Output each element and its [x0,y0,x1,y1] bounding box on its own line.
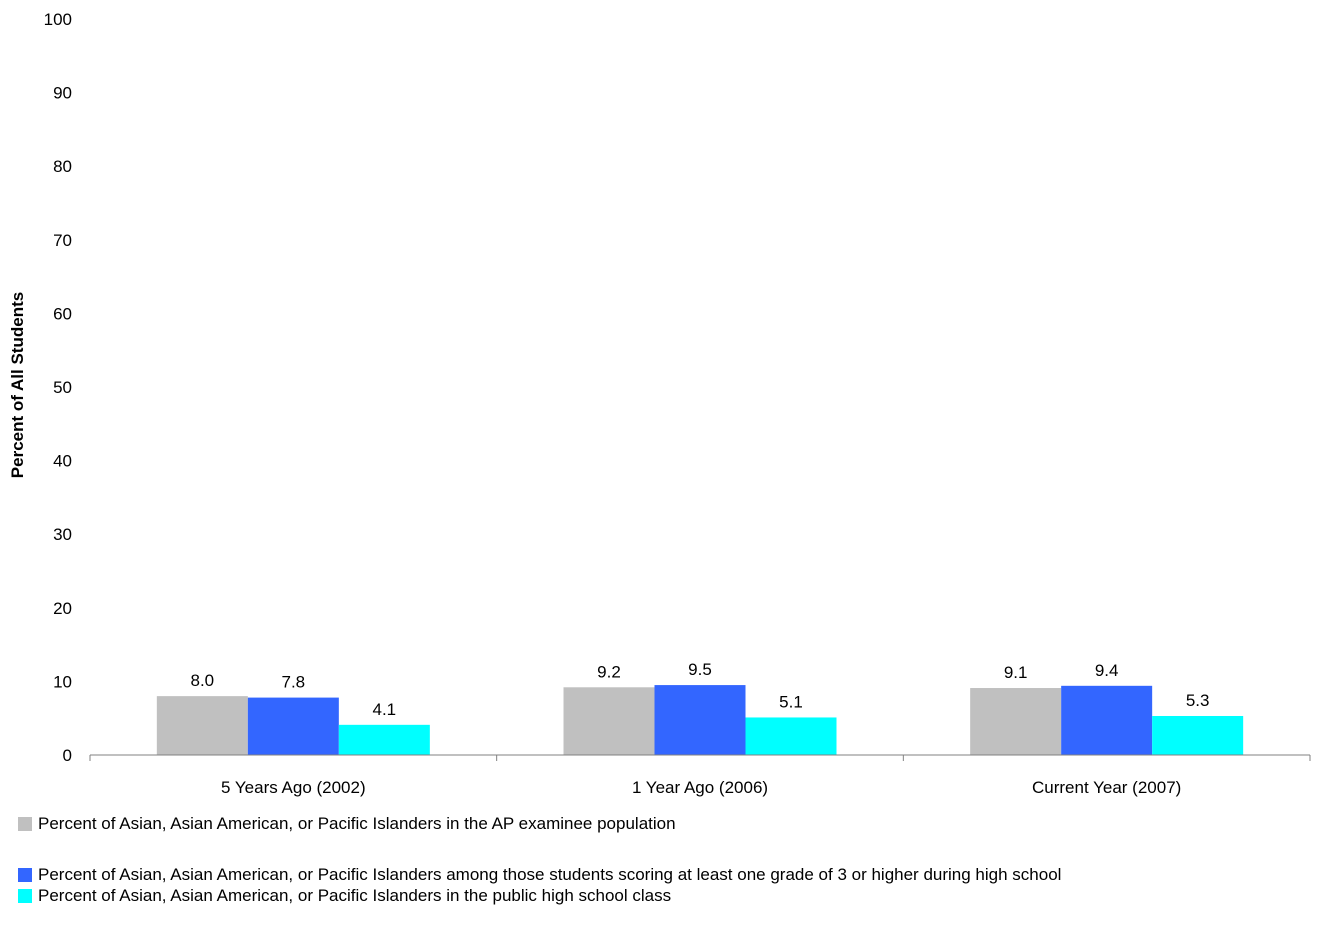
y-tick-label: 50 [53,378,72,397]
bar-series-2-1 [247,697,339,755]
data-label-series-3-2: 5.1 [779,692,803,711]
legend-swatch-series-2 [18,868,32,882]
y-axis-title: Percent of All Students [8,292,27,478]
legend-swatch-series-1 [18,817,32,831]
y-tick-label: 70 [53,231,72,250]
data-label-series-1-1: 8.0 [191,671,215,690]
legend-label-series-2: Percent of Asian, Asian American, or Pac… [38,865,1062,884]
legend-item-series-1: Percent of Asian, Asian American, or Pac… [18,813,1318,834]
bar-series-1-3 [970,688,1062,755]
data-label-series-3-1: 4.1 [373,700,397,719]
x-category-label: Current Year (2007) [1032,778,1181,797]
data-label-series-2-1: 7.8 [282,673,306,692]
legend-label-series-1: Percent of Asian, Asian American, or Pac… [38,814,676,833]
legend: Percent of Asian, Asian American, or Pac… [18,813,1318,906]
legend-swatch-series-3 [18,889,32,903]
bar-series-2-3 [1061,685,1153,755]
data-label-series-2-2: 9.5 [688,660,712,679]
legend-item-series-2: Percent of Asian, Asian American, or Pac… [18,864,1318,885]
y-tick-label: 90 [53,84,72,103]
y-tick-label: 0 [63,746,72,765]
x-category-label: 5 Years Ago (2002) [221,778,366,797]
bar-series-2-2 [654,685,746,755]
y-tick-label: 100 [44,10,72,29]
data-label-series-1-2: 9.2 [597,662,621,681]
x-category-label: 1 Year Ago (2006) [632,778,768,797]
y-tick-label: 40 [53,452,72,471]
bars-group [156,685,1244,755]
y-tick-label: 20 [53,599,72,618]
bar-series-3-2 [745,717,837,755]
bar-series-1-2 [563,687,655,755]
y-tick-label: 80 [53,157,72,176]
bar-series-1-1 [156,696,248,755]
legend-item-series-3: Percent of Asian, Asian American, or Pac… [18,885,1318,906]
y-tick-label: 10 [53,672,72,691]
y-tick-label: 60 [53,304,72,323]
bar-series-3-3 [1152,715,1244,755]
y-axis: 0 10 20 30 40 50 60 70 80 90 100 [44,10,72,765]
data-label-series-3-3: 5.3 [1186,691,1210,710]
x-axis: 5 Years Ago (2002) 1 Year Ago (2006) Curre… [89,754,1311,797]
y-tick-label: 30 [53,525,72,544]
data-labels-group: 8.0 7.8 4.1 9.2 9.5 5.1 9.1 9.4 5.3 [191,660,1210,719]
data-label-series-1-3: 9.1 [1004,663,1028,682]
data-label-series-2-3: 9.4 [1095,661,1119,680]
bar-chart: 0 10 20 30 40 50 60 70 80 90 100 Percent of All St… [8,10,1311,797]
legend-label-series-3: Percent of Asian, Asian American, or Pac… [38,886,672,905]
bar-series-3-1 [338,724,430,755]
